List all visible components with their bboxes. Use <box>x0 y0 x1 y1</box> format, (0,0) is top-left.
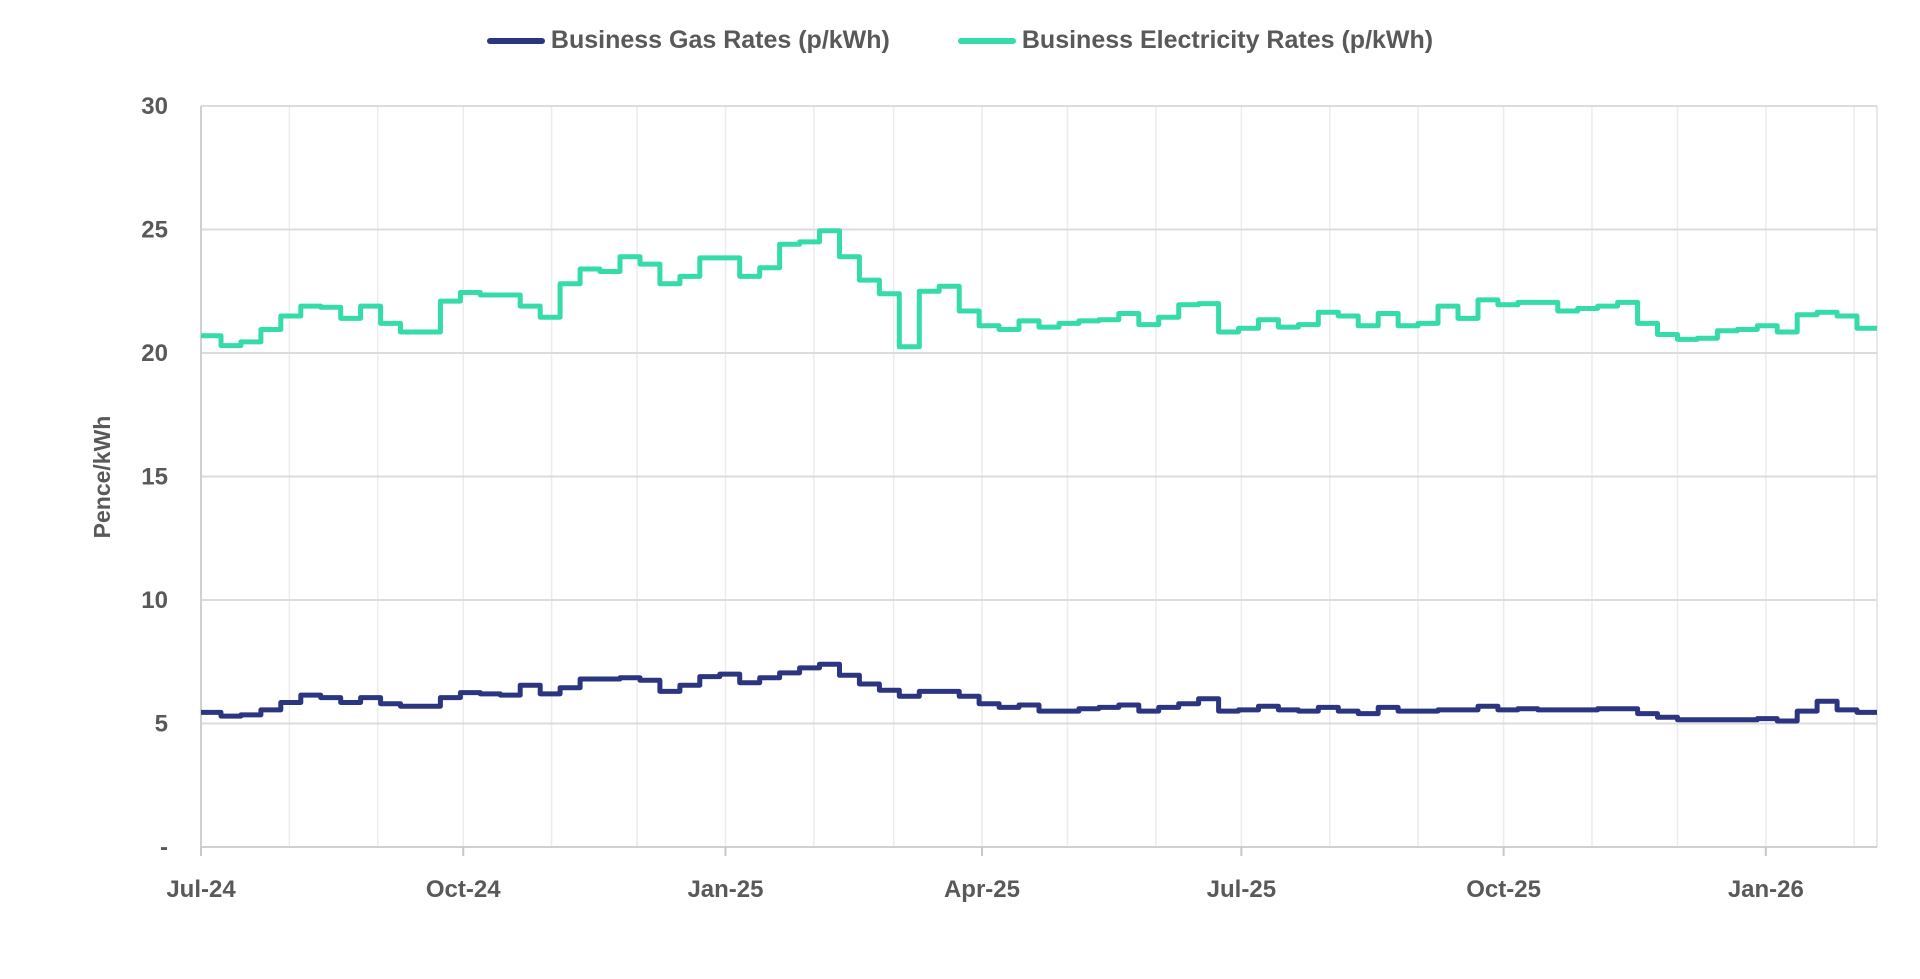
x-tick-label: Jul-24 <box>166 876 236 903</box>
x-tick-label: Jan-25 <box>687 876 763 903</box>
legend-label-gas: Business Gas Rates (p/kWh) <box>550 26 890 54</box>
x-tick-label: Oct-25 <box>1466 876 1541 903</box>
legend-swatch-gas <box>486 37 545 44</box>
legend-swatch-electricity <box>957 37 1016 44</box>
y-tick-label: 25 <box>141 217 168 244</box>
legend-item-gas[interactable]: Business Gas Rates (p/kWh) <box>486 26 890 55</box>
legend-label-electricity: Business Electricity Rates (p/kWh) <box>1021 26 1434 54</box>
x-tick-label: Oct-24 <box>426 876 501 903</box>
y-axis-label: Pence/kWh <box>89 416 115 539</box>
y-tick-label: 5 <box>155 711 168 738</box>
x-tick-label: Apr-25 <box>944 876 1020 903</box>
x-tick-label: Jan-26 <box>1728 876 1804 903</box>
series-line-electricity <box>201 228 1877 350</box>
y-tick-label: 20 <box>141 340 168 367</box>
x-tick-label: Jul-25 <box>1207 876 1276 903</box>
y-tick-label: 15 <box>141 464 168 491</box>
y-tick-label: 30 <box>141 93 168 120</box>
legend: Business Gas Rates (p/kWh) Business Elec… <box>0 26 1920 55</box>
y-tick-label: - <box>160 834 168 861</box>
y-tick-label: 10 <box>141 587 168 614</box>
axes: - 5 10 15 20 25 30 Jul-24 Oct-24 Jan-25 Apr-25 Jul-… <box>141 93 1804 903</box>
legend-item-electricity[interactable]: Business Electricity Rates (p/kWh) <box>957 26 1434 55</box>
series-lines <box>201 228 1877 724</box>
grid <box>200 105 1878 848</box>
series-line-gas <box>201 661 1877 724</box>
